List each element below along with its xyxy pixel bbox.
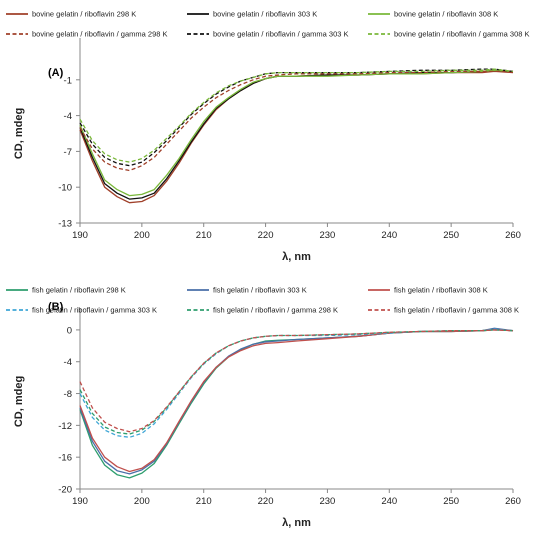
chart-b-panel-label: (B)	[48, 301, 64, 313]
chart-a-y-axis-label: CD, mdeg	[13, 108, 25, 159]
chart-a-y-tick-label: -1	[64, 75, 72, 86]
chart-a-x-tick-label: 220	[258, 230, 274, 241]
chart-b-legend: fish gelatin / riboflavin 298 K fish gela…	[6, 286, 519, 315]
chart-b-legend-label: fish gelatin / riboflavin 308 K	[394, 286, 488, 295]
chart-a-legend-item: bovine gelatin / riboflavin / gamma 308 …	[368, 30, 530, 39]
chart-a-x-tick-label: 230	[319, 230, 335, 241]
chart-b-series-line-6	[79, 329, 514, 433]
chart-a-y-tick-label: -4	[64, 111, 72, 122]
chart-a-series-line-5	[79, 68, 514, 167]
chart-a-legend-item: bovine gelatin / riboflavin 298 K	[6, 10, 136, 19]
chart-b-y-tick-label: 0	[67, 325, 72, 336]
chart-b-x-tick-label: 230	[319, 496, 335, 507]
chart-a-legend-label: bovine gelatin / riboflavin / gamma 308 …	[394, 30, 530, 39]
chart-b-legend-label: fish gelatin / riboflavin / gamma 298 K	[213, 306, 338, 315]
chart-a-y-tick-label: -10	[58, 183, 72, 194]
chart-a-svg: 190 200 210 220 230 240 250 260 -13 -10 -7 -4 -1 λ, n…	[6, 10, 530, 263]
chart-a-x-tick-label: 260	[505, 230, 521, 241]
chart-b-x-tick-label: 200	[134, 496, 150, 507]
chart-a-legend-item: bovine gelatin / riboflavin / gamma 298 …	[6, 30, 168, 39]
chart-a-x-tick-label: 250	[443, 230, 459, 241]
chart-a-legend-item: bovine gelatin / riboflavin / gamma 303 …	[187, 30, 349, 39]
chart-b-legend-item: fish gelatin / riboflavin 303 K	[187, 286, 307, 295]
chart-b-series-line-3	[79, 329, 514, 473]
chart-b-legend-item: fish gelatin / riboflavin 298 K	[6, 286, 126, 295]
chart-a-legend-label: bovine gelatin / riboflavin 298 K	[32, 10, 136, 19]
chart-b-legend-item: fish gelatin / riboflavin 308 K	[368, 286, 488, 295]
chart-a-legend-label: bovine gelatin / riboflavin / gamma 303 …	[213, 30, 349, 39]
chart-a-series-group	[79, 68, 514, 204]
chart-b-x-tick-label: 210	[196, 496, 212, 507]
chart-b-legend-item: fish gelatin / riboflavin / gamma 303 K	[6, 306, 157, 315]
chart-b-y-tick-label: -4	[64, 357, 72, 368]
chart-b-y-tick-label: -16	[58, 453, 72, 464]
chart-a-x-tick-label: 190	[72, 230, 88, 241]
chart-b-legend-label: fish gelatin / riboflavin 303 K	[213, 286, 307, 295]
chart-b-legend-label: fish gelatin / riboflavin 298 K	[32, 286, 126, 295]
chart-a-x-tick-label: 200	[134, 230, 150, 241]
chart-a-y-tick-label: -7	[64, 147, 72, 158]
chart-b-x-tick-label: 220	[258, 496, 274, 507]
chart-panel-b: 190 200 210 220 230 240 250 260 -20 -16 -12 -8 -4 0 λ,…	[0, 270, 550, 540]
chart-b-axes: 190 200 210 220 230 240 250 260 -20 -16 -12 -8 -4 0	[58, 308, 521, 507]
chart-b-y-axis-label: CD, mdeg	[13, 376, 25, 427]
chart-b-legend-label: fish gelatin / riboflavin / gamma 303 K	[32, 306, 157, 315]
chart-a-x-tick-label: 240	[381, 230, 397, 241]
chart-b-series-line-1	[79, 328, 514, 479]
chart-a-legend-item: bovine gelatin / riboflavin 303 K	[187, 10, 317, 19]
chart-b-legend-item: fish gelatin / riboflavin / gamma 308 K	[368, 306, 519, 315]
chart-b-y-tick-label: -12	[58, 421, 72, 432]
chart-a-legend: bovine gelatin / riboflavin 298 K bovine …	[6, 10, 530, 39]
chart-b-legend-label: fish gelatin / riboflavin / gamma 308 K	[394, 306, 519, 315]
chart-b-x-tick-label: 260	[505, 496, 521, 507]
chart-a-legend-item: bovine gelatin / riboflavin 308 K	[368, 10, 498, 19]
chart-b-y-tick-label: -8	[64, 389, 72, 400]
chart-b-series-group	[79, 327, 514, 479]
chart-a-y-tick-label: -13	[58, 219, 72, 230]
chart-a-series-line-1	[79, 70, 514, 204]
chart-a-axes: 190 200 210 220 230 240 250 260 -13 -10 -7 -4 -1	[58, 38, 521, 241]
chart-a-panel-label: (A)	[48, 67, 64, 79]
chart-a-legend-label: bovine gelatin / riboflavin 303 K	[213, 10, 317, 19]
chart-b-y-tick-label: -20	[58, 485, 72, 496]
chart-a-x-tick-label: 210	[196, 230, 212, 241]
chart-b-series-line-5	[79, 329, 514, 435]
chart-b-series-line-2	[79, 327, 514, 475]
chart-a-series-line-3	[79, 69, 514, 197]
chart-a-series-line-4	[79, 70, 513, 172]
chart-b-x-tick-label: 250	[443, 496, 459, 507]
chart-a-legend-label: bovine gelatin / riboflavin / gamma 298 …	[32, 30, 168, 39]
chart-b-x-axis-label: λ, nm	[282, 517, 311, 529]
chart-b-x-tick-label: 190	[72, 496, 88, 507]
chart-b-x-tick-label: 240	[381, 496, 397, 507]
chart-a-legend-label: bovine gelatin / riboflavin 308 K	[394, 10, 498, 19]
chart-panel-a: 190 200 210 220 230 240 250 260 -13 -10 -7 -4 -1 λ, n…	[0, 0, 550, 270]
chart-b-svg: 190 200 210 220 230 240 250 260 -20 -16 -12 -8 -4 0 λ,…	[6, 286, 521, 529]
chart-a-x-axis-label: λ, nm	[282, 251, 311, 263]
chart-a-series-line-2	[79, 69, 514, 200]
chart-a-series-line-6	[79, 68, 514, 163]
chart-b-legend-item: fish gelatin / riboflavin / gamma 298 K	[187, 306, 338, 315]
chart-b-series-line-4	[79, 328, 514, 438]
